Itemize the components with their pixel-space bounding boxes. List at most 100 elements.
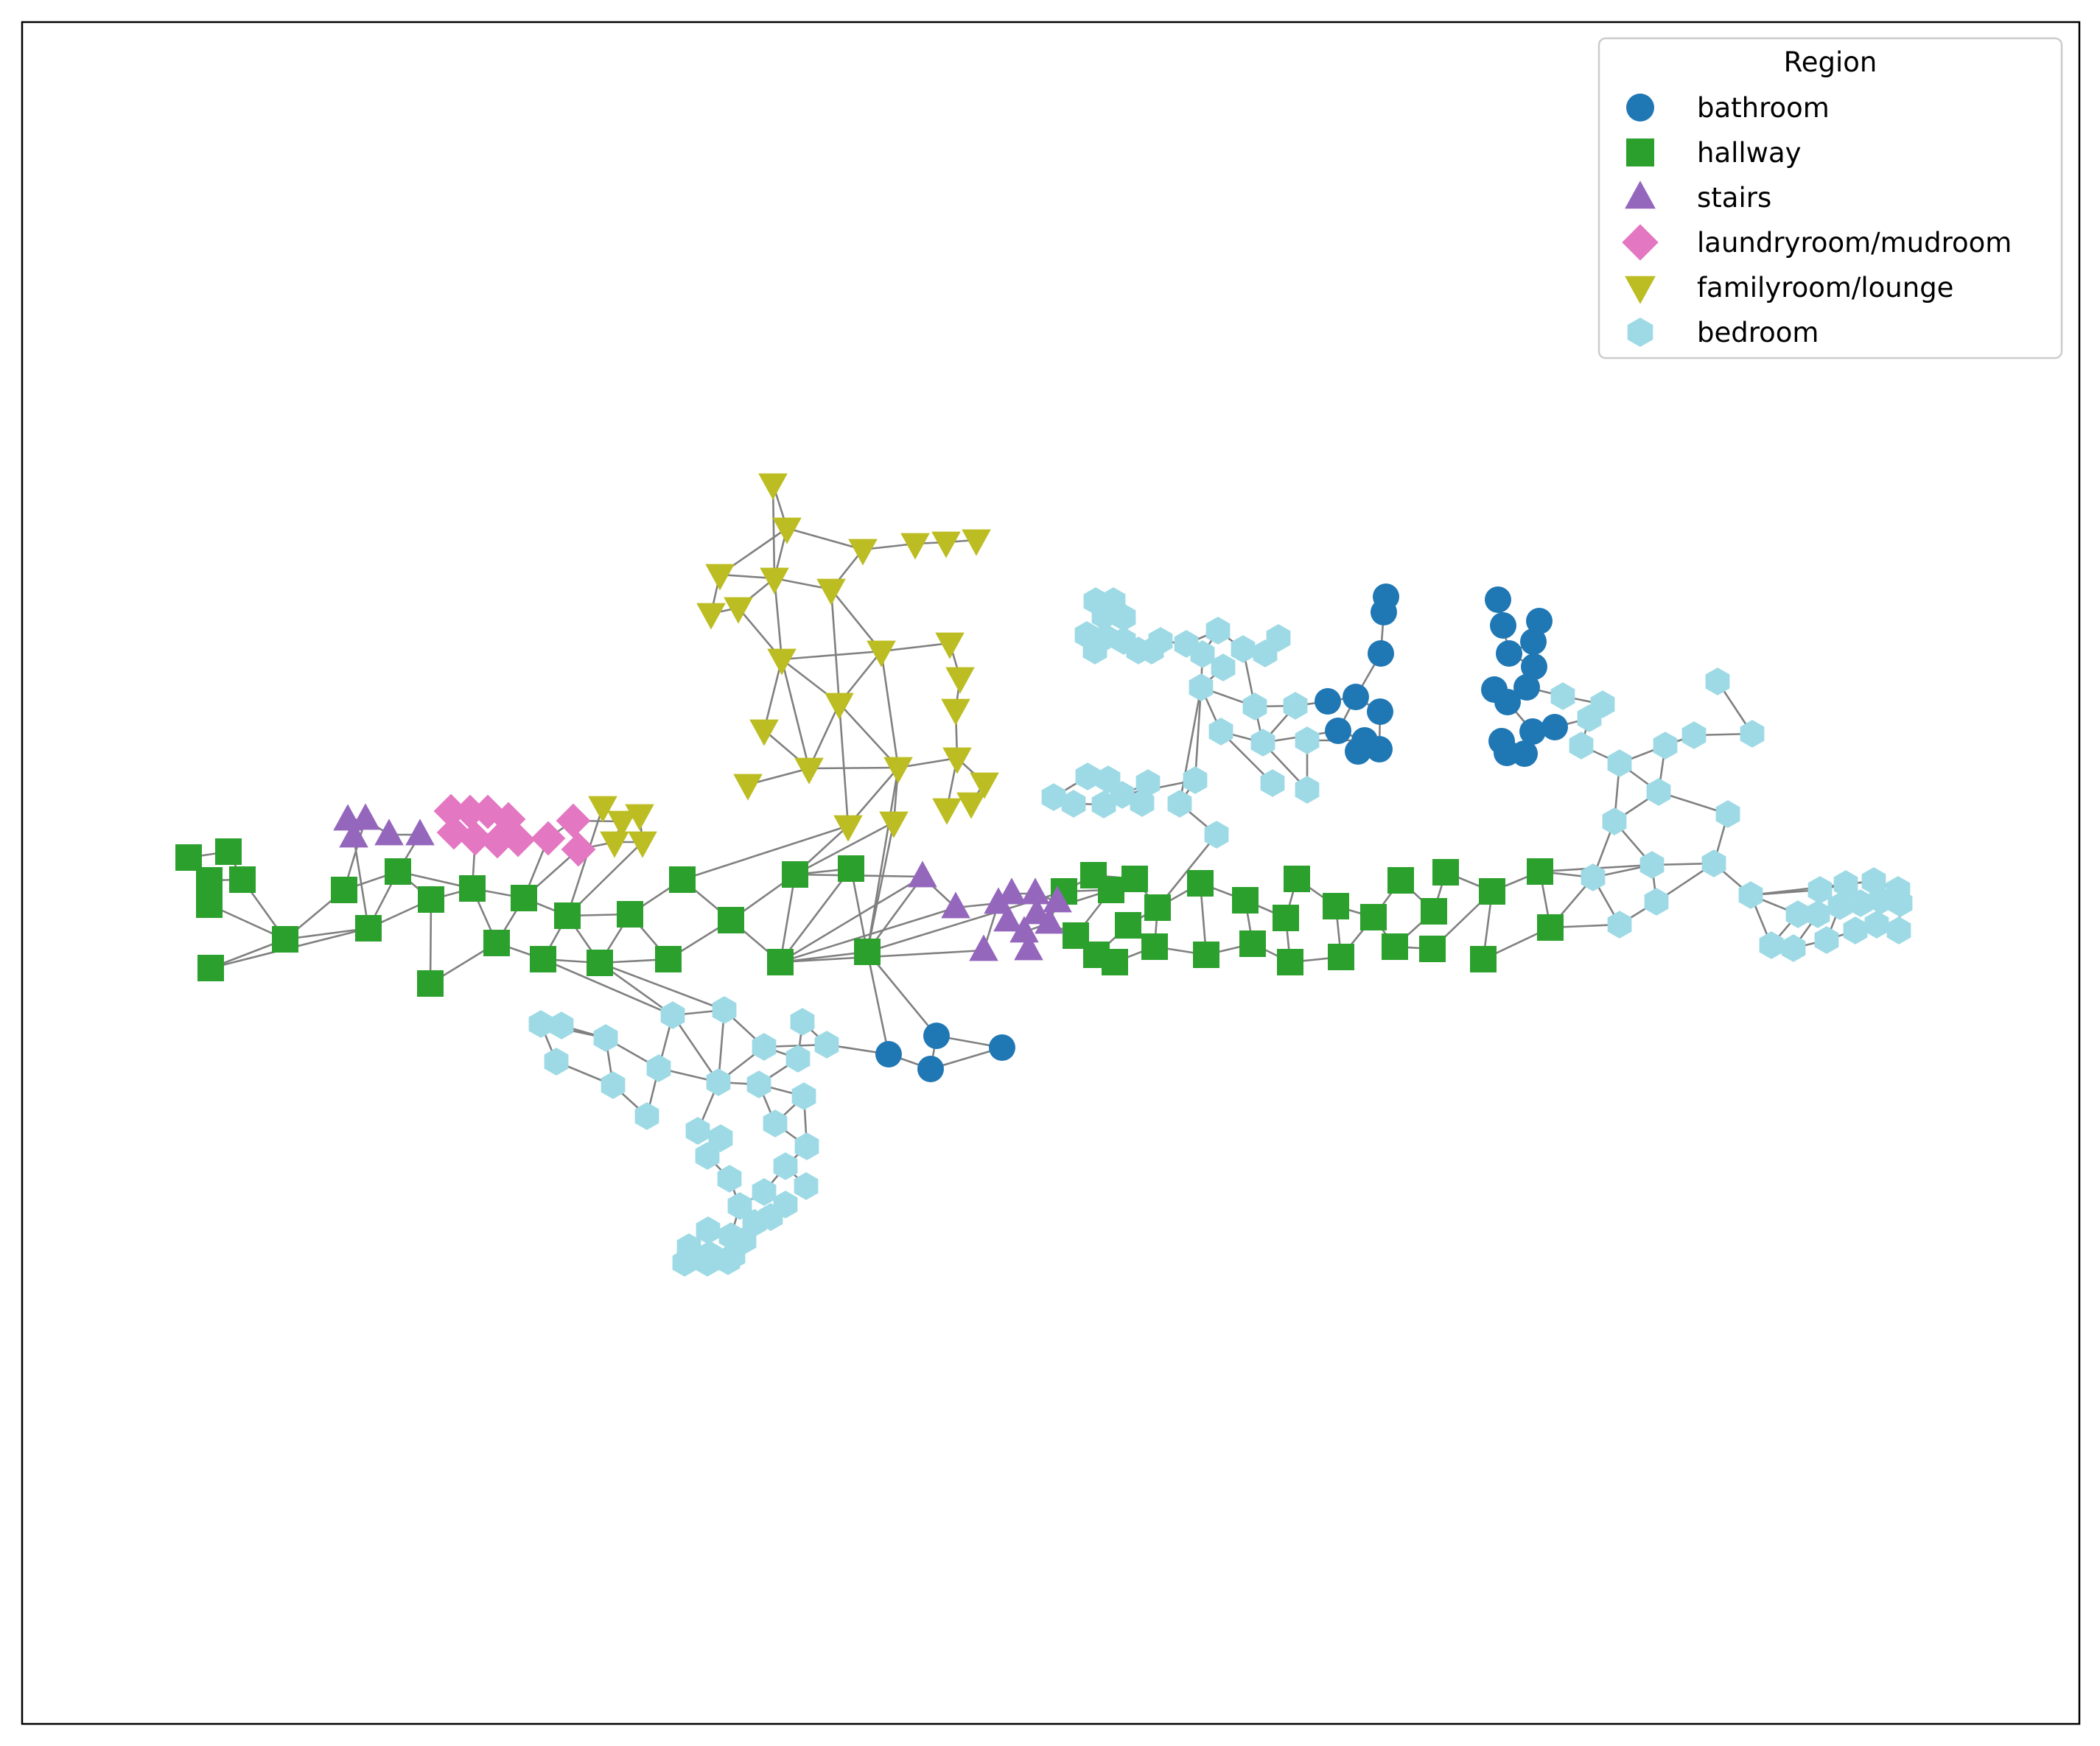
edge-h25-h26 [850, 868, 869, 953]
node-bedroom-r32 [1041, 783, 1066, 811]
node-family-f8 [760, 567, 789, 595]
node-hallway-h15 [511, 885, 537, 911]
legend-items: bathroom hallway stairs laundryroom/mudroom… [1622, 92, 2012, 348]
node-hallway-h19 [617, 901, 643, 928]
node-bathroom-b6 [1371, 599, 1397, 625]
node-laundry-l1 [433, 793, 469, 829]
node-bedroom-r42 [1607, 749, 1632, 777]
node-hallway-h54 [1527, 858, 1553, 885]
node-family-f32 [628, 831, 657, 858]
legend-title: Region [1784, 46, 1877, 78]
node-hallway-h36 [1141, 933, 1168, 960]
edge-f13-f20 [880, 651, 900, 768]
node-hallway-h35 [1144, 894, 1171, 921]
node-bedroom-r107 [672, 1249, 697, 1277]
node-stairs-s9 [984, 887, 1013, 914]
node-bedroom-r96 [752, 1178, 777, 1206]
edge-f12-f18 [763, 659, 783, 731]
node-bedroom-r86 [814, 1031, 839, 1059]
node-bedroom-r20 [1242, 693, 1267, 721]
node-family-f6 [962, 529, 991, 556]
node-family-f17 [941, 698, 970, 726]
edge-r80-h18 [599, 961, 725, 1012]
node-bedroom-r23 [1250, 729, 1275, 757]
node-bedroom-r51 [1701, 849, 1726, 877]
node-stairs-s11 [993, 905, 1023, 932]
node-hallway-h47 [1387, 867, 1414, 894]
node-bedroom-r85 [790, 1008, 815, 1036]
node-bedroom-r11 [1139, 637, 1164, 665]
legend-item-hallway: hallway [1626, 137, 1802, 169]
node-bathroom-b1 [875, 1041, 902, 1067]
node-bedroom-r37 [1130, 789, 1155, 817]
node-bedroom-r41 [1569, 732, 1594, 760]
node-bedroom-r63 [1848, 889, 1873, 917]
node-family-f9 [816, 578, 846, 606]
edge-f13-f14 [881, 642, 951, 653]
node-bedroom-r93 [794, 1132, 819, 1160]
node-stairs-s6 [908, 860, 937, 888]
node-laundry-l10 [556, 803, 591, 838]
legend-item-bathroom: bathroom [1626, 92, 1830, 124]
legend-label-laundry: laundryroom/mudroom [1697, 227, 2012, 259]
node-family-f11 [724, 597, 753, 624]
node-hallway-h10 [385, 858, 411, 885]
edge-h11-h12 [429, 899, 433, 984]
edge-f20-h26 [866, 767, 900, 953]
node-bathroom-b15 [1485, 586, 1511, 613]
node-bathroom-b3 [917, 1056, 944, 1082]
node-bedroom-r14 [1190, 640, 1215, 668]
node-family-f7 [705, 564, 735, 591]
edge-f20-f21 [897, 757, 958, 769]
node-hallway-h24 [782, 861, 808, 888]
node-bedroom-r82 [752, 1033, 777, 1061]
edge-h23-h25 [779, 868, 853, 963]
node-bedroom-r81 [706, 1068, 731, 1096]
edge-r19-r27 [1194, 687, 1203, 781]
node-family-f15 [945, 667, 975, 694]
node-hallway-h41 [1273, 905, 1299, 931]
node-bathroom-b19 [1496, 640, 1522, 667]
node-bedroom-r65 [1888, 889, 1913, 917]
node-stairs-s17 [1022, 897, 1051, 925]
node-hallway-h22 [718, 907, 744, 933]
node-family-f27 [879, 811, 909, 838]
node-bathroom-b13 [1345, 738, 1371, 765]
node-family-f30 [625, 804, 654, 831]
edge-h26-b2 [866, 951, 938, 1037]
node-bedroom-r87 [791, 1082, 816, 1110]
node-bedroom-r70 [1864, 911, 1889, 939]
node-bedroom-r49 [1602, 807, 1627, 835]
node-hallway-h53 [1470, 946, 1497, 972]
node-hallway-h50 [1419, 936, 1446, 962]
node-family-f26 [833, 815, 863, 842]
node-bedroom-r3 [1091, 602, 1116, 630]
edge-s8-h23 [780, 949, 984, 964]
node-family-f23 [970, 772, 999, 799]
node-hallway-h7 [272, 926, 298, 953]
node-bedroom-r79 [660, 1001, 685, 1029]
node-hallway-h6 [197, 955, 224, 981]
legend-marker-bedroom [1627, 318, 1653, 347]
node-laundry-l8 [500, 822, 536, 858]
node-stairs-s12 [1009, 916, 1039, 943]
edge-h7-h9 [284, 927, 369, 941]
node-family-f29 [607, 810, 637, 838]
node-bedroom-r56 [1807, 876, 1833, 904]
node-hallway-h48 [1382, 933, 1408, 960]
node-bedroom-r98 [727, 1192, 752, 1220]
node-hallway-h17 [554, 902, 581, 929]
node-bedroom-r89 [685, 1117, 710, 1145]
node-bedroom-r34 [1091, 790, 1116, 818]
node-family-f31 [600, 831, 629, 858]
node-bathroom-b11 [1367, 698, 1393, 725]
node-bedroom-r45 [1646, 778, 1671, 806]
node-family-f25 [932, 798, 962, 825]
node-stairs-s15 [1043, 886, 1072, 913]
node-hallway-h20 [655, 946, 682, 972]
edge-f16-f20 [839, 703, 899, 768]
legend-item-stairs: stairs [1625, 180, 1771, 214]
node-hallway-h4 [229, 866, 256, 893]
node-family-f5 [931, 531, 961, 558]
node-bedroom-r109 [715, 1247, 741, 1275]
